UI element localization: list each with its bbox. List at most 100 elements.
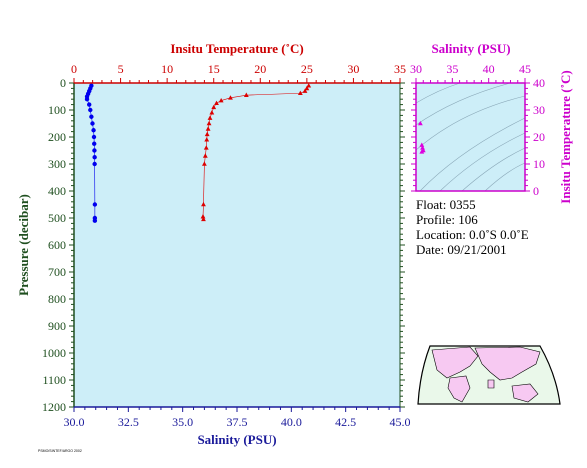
temperature-point	[206, 120, 212, 126]
salinity-tick-label: 45.0	[390, 415, 411, 429]
salinity-point	[92, 202, 98, 207]
temperature-point	[214, 100, 219, 106]
pressure-tick-label: 600	[48, 238, 66, 252]
pressure-tick-label: 500	[48, 211, 66, 225]
temperature-point	[203, 145, 209, 150]
temperature-tick-label: 35	[394, 62, 406, 76]
salinity-point	[92, 155, 97, 160]
ts-point	[420, 145, 425, 150]
ts-salinity-title: Salinity (PSU)	[431, 41, 510, 56]
ts-temperature-tick-label: 0	[533, 184, 539, 198]
ts-point	[417, 120, 423, 126]
temperature-point	[207, 115, 213, 120]
pressure-tick-label: 1200	[42, 400, 66, 414]
float-info: Float: 0355 Profile: 106 Location: 0.0˚S…	[416, 197, 529, 257]
salinity-point	[90, 121, 95, 126]
temperature-tick-label: 5	[118, 62, 124, 76]
ts-salinity-ticks: 30 35 40 45	[410, 62, 531, 83]
salinity-point	[91, 128, 96, 133]
salinity-point	[92, 148, 97, 153]
salinity-tick-label: 37.5	[227, 415, 248, 429]
ts-temperature-tick-label: 20	[533, 130, 545, 144]
ts-salinity-tick-label: 40	[483, 62, 495, 76]
salinity-tick-label: 32.5	[118, 415, 139, 429]
temperature-tick-label: 10	[161, 62, 173, 76]
temperature-point	[211, 104, 217, 110]
ts-temperature-tick-label: 40	[533, 76, 545, 90]
salinity-tick-label: 40.0	[281, 415, 302, 429]
pressure-axis-ticks: 0 100 200 300 400 500 600 700 800 900 1000 1100 1200	[42, 76, 405, 414]
pressure-axis-title: Pressure (decibar)	[16, 194, 31, 296]
ts-temperature-ticks: 0 10 20 30 40	[411, 76, 545, 198]
temperature-point	[204, 137, 210, 142]
ts-salinity-tick-label: 45	[519, 62, 531, 76]
profile-number: Profile: 106	[416, 212, 478, 227]
salinity-point	[88, 107, 93, 113]
temperature-tick-label: 20	[254, 62, 266, 76]
pressure-tick-label: 1000	[42, 346, 66, 360]
pressure-tick-label: 400	[48, 184, 66, 198]
temperature-point	[209, 110, 215, 115]
main-plot: 0100200300400500600700800900100011001200…	[16, 41, 411, 447]
salinity-tick-label: 42.5	[335, 415, 356, 429]
temperature-tick-label: 25	[301, 62, 313, 76]
float-number: Float: 0355	[416, 197, 476, 212]
ts-point	[419, 149, 425, 154]
map-land	[431, 346, 541, 403]
salinity-point	[92, 218, 98, 223]
temperature-tick-label: 30	[347, 62, 359, 76]
temperature-point	[243, 92, 249, 97]
location: Location: 0.0˚S 0.0˚E	[416, 227, 529, 242]
map-frame	[417, 345, 561, 405]
ts-temperature-title: Insitu Temperature (˚C)	[558, 70, 573, 203]
pressure-tick-label: 100	[48, 103, 66, 117]
pressure-tick-label: 900	[48, 319, 66, 333]
temperature-point	[204, 131, 210, 137]
temperature-point	[302, 88, 308, 93]
main-plot-background	[74, 83, 400, 407]
temperature-point	[228, 95, 233, 100]
temperature-point	[202, 153, 208, 158]
salinity-tick-label: 35.0	[172, 415, 193, 429]
temperature-point	[297, 90, 303, 96]
salinity-point	[87, 102, 92, 107]
temperature-point	[205, 126, 211, 131]
temperature-point	[201, 216, 206, 222]
ts-salinity-tick-label: 35	[446, 62, 458, 76]
ts-salinity-tick-label: 30	[410, 62, 422, 76]
location-map	[417, 345, 561, 405]
temperature-point	[306, 83, 312, 88]
ts-temperature-tick-label: 30	[533, 103, 545, 117]
salinity-point	[89, 114, 94, 119]
salinity-point	[92, 161, 97, 167]
salinity-axis-ticks: 30.0 32.5 35.0 37.5 40.0 42.5 45.0	[64, 407, 411, 429]
series-markers	[84, 83, 312, 223]
temperature-point	[200, 214, 206, 219]
ts-point	[419, 142, 425, 147]
temperature-axis-title: Insitu Temperature (˚C)	[170, 41, 303, 56]
temperature-point	[218, 97, 224, 103]
salinity-axis-title: Salinity (PSU)	[197, 432, 276, 447]
pressure-tick-label: 800	[48, 292, 66, 306]
temperature-point	[304, 85, 310, 91]
ts-markers	[417, 120, 426, 154]
ts-temperature-tick-label: 10	[533, 157, 545, 171]
temperature-point	[201, 201, 206, 207]
ts-plot-frame	[415, 82, 526, 192]
footer-credit: PSMO/SINTEF/ARGO 2002	[38, 449, 82, 453]
pressure-tick-label: 1100	[42, 373, 66, 387]
temperature-tick-label: 0	[71, 62, 77, 76]
salinity-point	[92, 141, 97, 146]
temperature-axis-ticks: 0 5 10 15 20 25 30 35	[71, 62, 406, 83]
ts-isopycnal-curves	[415, 82, 526, 192]
date: Date: 09/21/2001	[416, 242, 507, 257]
temperature-tick-label: 15	[208, 62, 220, 76]
pressure-tick-label: 700	[48, 265, 66, 279]
salinity-point	[91, 134, 97, 140]
salinity-point	[84, 97, 90, 102]
pressure-tick-label: 0	[60, 76, 66, 90]
pressure-tick-label: 200	[48, 130, 66, 144]
salinity-tick-label: 30.0	[64, 415, 85, 429]
